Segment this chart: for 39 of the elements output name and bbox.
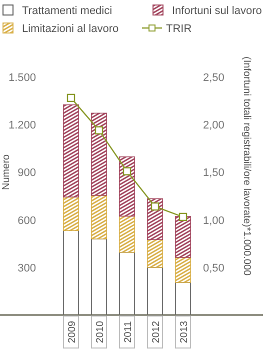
point [94, 126, 104, 134]
y2-tick-label: 2,00 [203, 120, 224, 132]
y2-tick-label: 2,50 [203, 72, 224, 84]
bar [91, 112, 107, 196]
y2-tick-label: 0,50 [203, 262, 224, 274]
x-tick-label: 2009 [67, 320, 78, 344]
y-tick-label: 300 [18, 262, 36, 274]
legend-label: Limitazioni al lavoro [22, 23, 119, 35]
bar [91, 238, 107, 316]
y2-tick-label: 1,50 [203, 167, 224, 180]
bar [119, 252, 135, 316]
y-tick-label: 600 [18, 214, 36, 227]
point [150, 202, 160, 211]
x-tick-label: 2013 [179, 320, 190, 344]
y2-axis-title: (Infortuni totali registrabili/ore lavorate)*1.000.000 [241, 56, 252, 276]
y-tick-label: 1.200 [8, 120, 36, 132]
y-axis-title: Numero [1, 154, 12, 190]
y-tick-label: 1.500 [8, 72, 36, 84]
legend-label: Infortuni sul lavoro [172, 5, 262, 17]
x-tick-label: 2010 [95, 320, 106, 344]
point [178, 212, 188, 222]
bar [147, 267, 163, 316]
y2-tick-label: 1,00 [203, 214, 224, 227]
point [66, 94, 76, 102]
bar [175, 257, 191, 283]
bar [63, 104, 79, 198]
point [122, 167, 132, 176]
legend-label: Trattamenti medici [22, 5, 112, 17]
x-tick-label: 2012 [151, 320, 162, 344]
bar [63, 196, 79, 231]
bar [119, 216, 135, 253]
y-tick-label: 900 [18, 167, 36, 180]
bar [91, 194, 107, 240]
bar [175, 282, 191, 316]
legend-label: TRIR [166, 23, 192, 35]
bar [63, 230, 79, 316]
bar [147, 239, 163, 268]
x-tick-label: 2011 [123, 320, 134, 343]
bar [175, 216, 191, 258]
